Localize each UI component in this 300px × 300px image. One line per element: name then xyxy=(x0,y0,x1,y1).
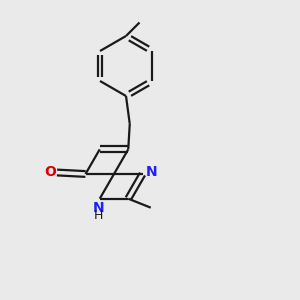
Text: O: O xyxy=(44,165,56,178)
Text: N: N xyxy=(92,201,104,215)
Text: N: N xyxy=(146,165,157,179)
Text: H: H xyxy=(94,209,103,222)
